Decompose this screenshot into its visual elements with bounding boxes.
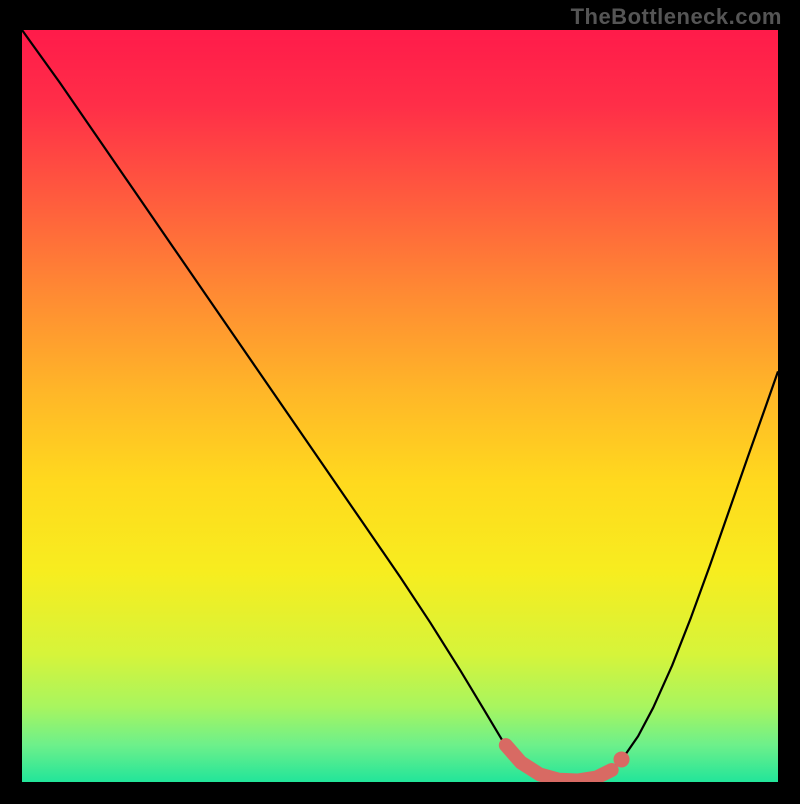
curve-layer [22, 30, 778, 782]
sweet-spot-band [506, 745, 612, 780]
sweet-spot-end-dot [614, 751, 630, 767]
bottleneck-curve [22, 30, 778, 782]
watermark-text: TheBottleneck.com [571, 4, 782, 30]
plot-area [22, 30, 778, 782]
